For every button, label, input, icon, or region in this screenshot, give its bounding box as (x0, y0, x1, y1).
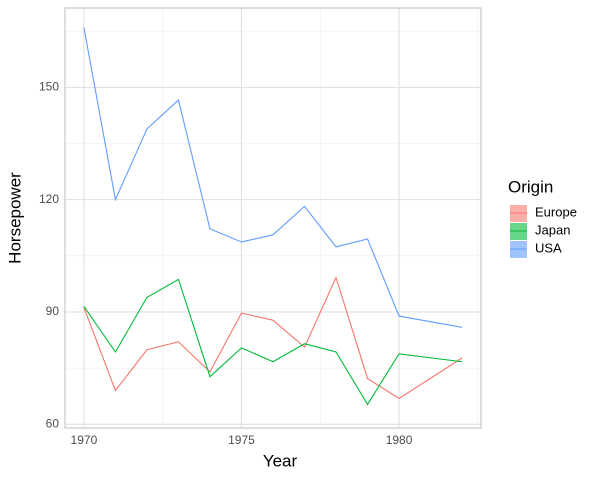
series-line (83, 278, 463, 406)
y-tick-label: 90 (46, 304, 60, 318)
series-line (83, 275, 463, 400)
legend-label: Japan (535, 222, 570, 237)
y-tick-label: 120 (39, 192, 59, 206)
y-tick-label: 150 (39, 80, 59, 94)
series-line (83, 27, 463, 328)
legend-title: Origin (508, 177, 553, 196)
y-axis-label: Horsepower (5, 172, 24, 264)
x-tick-label: 1970 (71, 433, 98, 447)
x-axis-label: Year (263, 451, 298, 470)
y-tick-label: 60 (46, 416, 60, 430)
legend-label: Europe (535, 204, 577, 219)
legend-label: USA (535, 240, 562, 255)
x-tick-label: 1975 (228, 433, 255, 447)
panel-border (64, 7, 482, 429)
x-tick-label: 1980 (386, 433, 413, 447)
